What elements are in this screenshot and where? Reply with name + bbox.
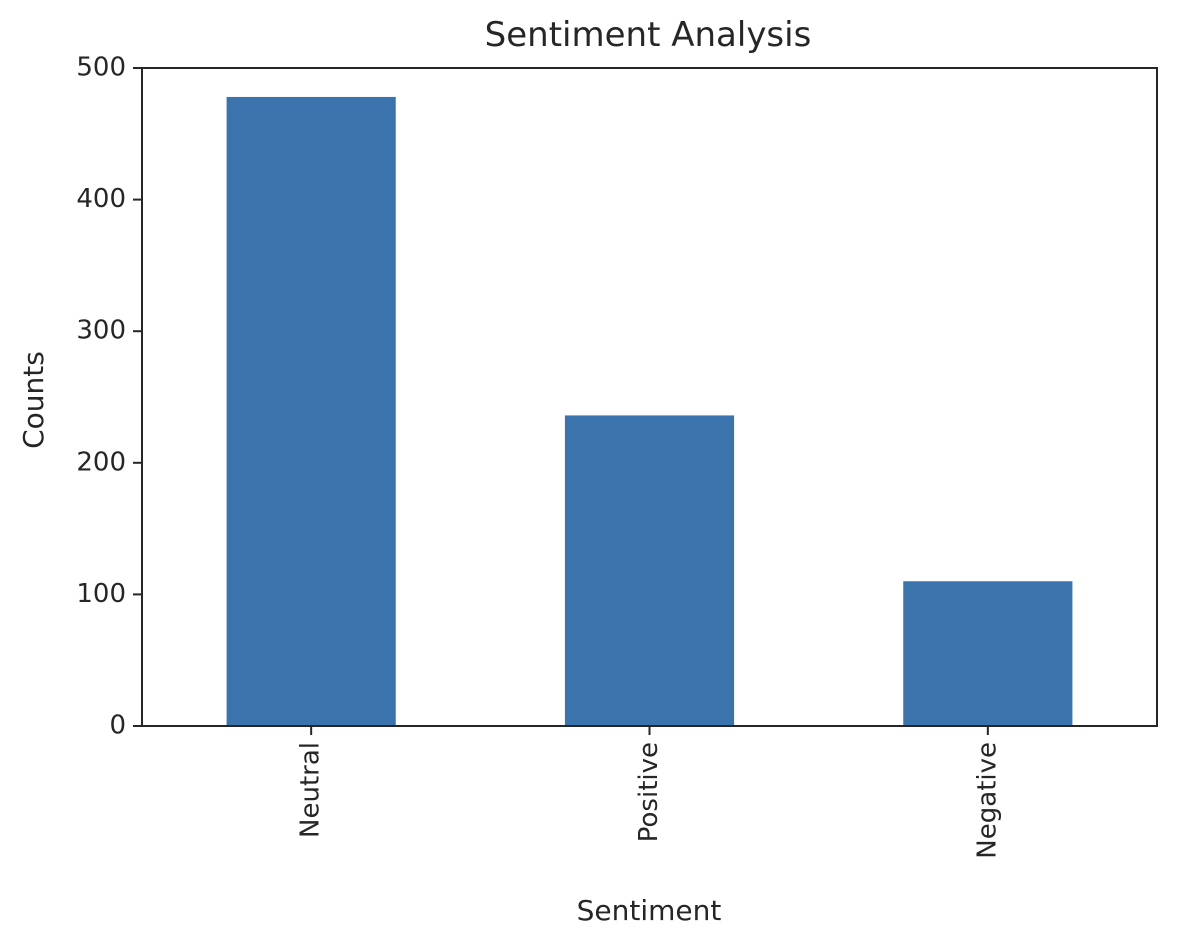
bar-negative: [903, 581, 1073, 726]
x-tick-label: Neutral: [296, 742, 326, 838]
x-axis-ticks: Neutral Positive Negative: [296, 726, 1002, 859]
plot-frame: [141, 67, 1158, 727]
y-axis-ticks: 0 100 200 300 400 500: [76, 53, 142, 741]
y-tick-label: 100: [76, 579, 126, 609]
x-tick-label: Negative: [972, 742, 1002, 859]
y-tick-label: 200: [76, 447, 126, 477]
y-tick-label: 400: [76, 184, 126, 214]
y-tick-label: 500: [76, 53, 126, 83]
y-tick-label: 300: [76, 316, 126, 346]
x-tick-label: Positive: [634, 742, 664, 842]
y-axis-label: Counts: [17, 351, 50, 449]
bar-neutral: [226, 96, 396, 726]
x-axis-label: Sentiment: [577, 894, 722, 927]
chart-title: Sentiment Analysis: [485, 15, 812, 55]
bar-positive: [564, 415, 735, 726]
bars-group: [226, 96, 1073, 726]
y-tick-label: 0: [109, 711, 126, 741]
